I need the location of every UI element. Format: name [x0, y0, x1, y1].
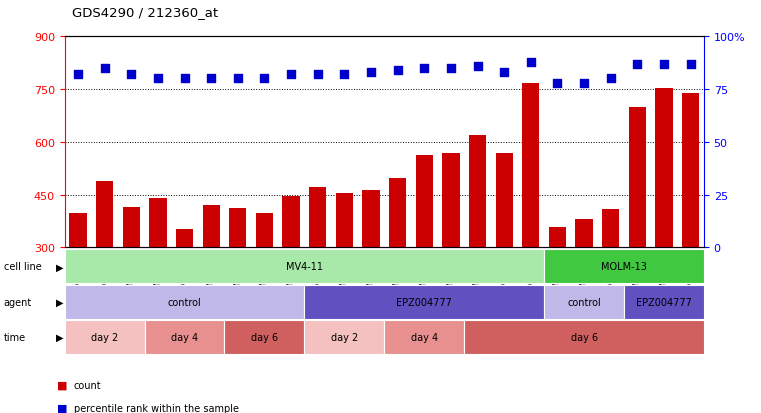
Bar: [442, 154, 460, 353]
Text: agent: agent: [4, 297, 32, 307]
Bar: [309, 188, 326, 353]
Bar: [549, 228, 566, 353]
Point: [498, 70, 510, 76]
Point: [604, 76, 616, 83]
Point: [631, 61, 643, 68]
Point: [658, 61, 670, 68]
Bar: [416, 156, 433, 353]
Bar: [362, 191, 380, 353]
Point: [551, 80, 563, 87]
Bar: [522, 83, 540, 353]
Text: day 6: day 6: [571, 332, 597, 342]
Text: day 4: day 4: [171, 332, 198, 342]
Point: [285, 72, 297, 78]
Point: [444, 65, 457, 72]
Point: [205, 76, 218, 83]
Text: control: control: [167, 297, 202, 307]
Bar: [202, 206, 220, 353]
Bar: [256, 214, 273, 353]
Text: percentile rank within the sample: percentile rank within the sample: [74, 403, 239, 413]
Bar: [282, 197, 300, 353]
Bar: [495, 154, 513, 353]
Bar: [149, 199, 167, 353]
Bar: [389, 178, 406, 353]
Point: [258, 76, 271, 83]
Point: [72, 72, 84, 78]
Text: MV4-11: MV4-11: [286, 262, 323, 272]
Bar: [229, 209, 247, 353]
Text: day 6: day 6: [251, 332, 278, 342]
Point: [471, 63, 484, 70]
Bar: [575, 219, 593, 353]
Text: control: control: [567, 297, 601, 307]
Text: ▶: ▶: [56, 297, 63, 307]
Text: MOLM-13: MOLM-13: [601, 262, 647, 272]
Text: day 2: day 2: [91, 332, 118, 342]
Bar: [69, 214, 87, 353]
Point: [178, 76, 190, 83]
Point: [151, 76, 164, 83]
Point: [312, 72, 324, 78]
Point: [98, 65, 111, 72]
Text: count: count: [74, 380, 101, 390]
Text: EPZ004777: EPZ004777: [636, 297, 692, 307]
Point: [524, 59, 537, 66]
Bar: [629, 108, 646, 353]
Point: [391, 68, 403, 74]
Text: EPZ004777: EPZ004777: [396, 297, 452, 307]
Text: ▶: ▶: [56, 332, 63, 342]
Point: [125, 72, 137, 78]
Point: [578, 80, 590, 87]
Point: [684, 61, 696, 68]
Text: ▶: ▶: [56, 262, 63, 272]
Bar: [469, 136, 486, 353]
Bar: [96, 181, 113, 353]
Point: [419, 65, 431, 72]
Text: ■: ■: [57, 403, 68, 413]
Text: day 4: day 4: [411, 332, 438, 342]
Bar: [682, 94, 699, 353]
Bar: [336, 193, 353, 353]
Point: [231, 76, 244, 83]
Text: cell line: cell line: [4, 262, 42, 272]
Point: [338, 72, 350, 78]
Text: ■: ■: [57, 380, 68, 390]
Bar: [123, 207, 140, 353]
Point: [365, 70, 377, 76]
Text: day 2: day 2: [331, 332, 358, 342]
Text: GDS4290 / 212360_at: GDS4290 / 212360_at: [72, 6, 218, 19]
Bar: [655, 89, 673, 353]
Bar: [176, 230, 193, 353]
Bar: [602, 210, 619, 353]
Text: time: time: [4, 332, 26, 342]
